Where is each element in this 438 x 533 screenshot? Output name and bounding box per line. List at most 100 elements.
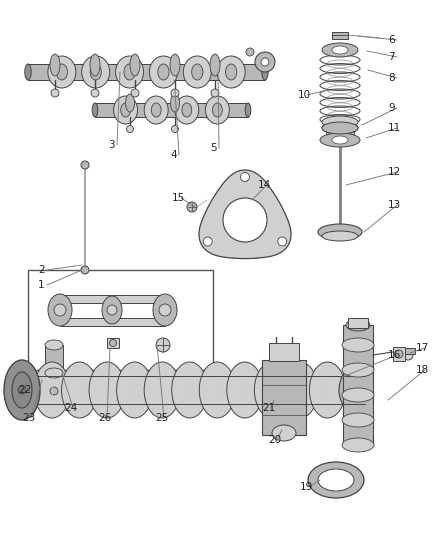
Ellipse shape — [144, 362, 180, 418]
Circle shape — [395, 350, 403, 358]
Ellipse shape — [318, 469, 354, 491]
Circle shape — [159, 304, 171, 316]
Ellipse shape — [62, 362, 98, 418]
Text: 6: 6 — [388, 35, 395, 45]
Ellipse shape — [144, 96, 168, 124]
Bar — [405, 348, 415, 354]
Ellipse shape — [272, 425, 296, 441]
Ellipse shape — [346, 319, 370, 331]
Polygon shape — [199, 170, 291, 259]
Ellipse shape — [34, 362, 70, 418]
Ellipse shape — [308, 462, 364, 498]
Ellipse shape — [48, 56, 76, 88]
Ellipse shape — [12, 372, 32, 408]
Bar — [393, 347, 405, 361]
Bar — [28, 270, 213, 370]
Ellipse shape — [318, 224, 362, 240]
Ellipse shape — [117, 362, 152, 418]
Bar — [348, 318, 368, 328]
Bar — [22, 376, 365, 404]
Bar — [45, 345, 63, 373]
Ellipse shape — [149, 56, 177, 88]
Ellipse shape — [124, 64, 135, 80]
Circle shape — [246, 48, 254, 56]
Ellipse shape — [182, 103, 192, 117]
Ellipse shape — [25, 64, 31, 80]
Text: 24: 24 — [64, 403, 77, 413]
Ellipse shape — [227, 362, 263, 418]
Ellipse shape — [170, 94, 180, 112]
Circle shape — [156, 338, 170, 352]
Text: 21: 21 — [262, 403, 275, 413]
Ellipse shape — [342, 413, 374, 427]
Ellipse shape — [116, 56, 144, 88]
Text: 14: 14 — [258, 180, 271, 190]
Text: 9: 9 — [388, 103, 395, 113]
Ellipse shape — [50, 54, 60, 76]
Circle shape — [81, 266, 89, 274]
Ellipse shape — [322, 231, 358, 241]
Circle shape — [240, 173, 250, 182]
Circle shape — [51, 89, 59, 97]
Ellipse shape — [282, 362, 318, 418]
Text: 17: 17 — [416, 343, 429, 353]
Circle shape — [110, 340, 117, 346]
Text: 16: 16 — [388, 350, 401, 360]
Ellipse shape — [339, 368, 371, 412]
Ellipse shape — [254, 362, 290, 418]
Text: 5: 5 — [210, 143, 217, 153]
Ellipse shape — [322, 122, 358, 134]
Ellipse shape — [226, 64, 237, 80]
Text: 4: 4 — [170, 150, 177, 160]
Circle shape — [223, 198, 267, 242]
Ellipse shape — [175, 96, 199, 124]
Ellipse shape — [342, 388, 374, 402]
Ellipse shape — [342, 363, 374, 377]
Ellipse shape — [56, 64, 67, 80]
Ellipse shape — [90, 64, 101, 80]
Ellipse shape — [121, 103, 131, 117]
Text: 7: 7 — [388, 52, 395, 62]
Ellipse shape — [320, 133, 360, 147]
Ellipse shape — [92, 103, 98, 117]
Bar — [60, 318, 165, 326]
Text: 1: 1 — [38, 280, 45, 290]
Circle shape — [211, 89, 219, 97]
Ellipse shape — [113, 96, 138, 124]
Ellipse shape — [199, 362, 235, 418]
Ellipse shape — [210, 54, 220, 76]
Circle shape — [172, 125, 179, 133]
Circle shape — [187, 202, 197, 212]
Ellipse shape — [89, 362, 125, 418]
Bar — [326, 122, 354, 134]
Circle shape — [255, 52, 275, 72]
Bar — [60, 295, 165, 303]
Ellipse shape — [158, 64, 169, 80]
Ellipse shape — [205, 96, 230, 124]
Circle shape — [278, 237, 287, 246]
Text: 23: 23 — [22, 413, 35, 423]
Ellipse shape — [183, 56, 211, 88]
Ellipse shape — [332, 136, 348, 144]
Ellipse shape — [322, 116, 358, 128]
Ellipse shape — [45, 340, 63, 350]
Ellipse shape — [90, 54, 100, 76]
Ellipse shape — [153, 294, 177, 326]
Bar — [107, 338, 119, 348]
Ellipse shape — [322, 122, 358, 134]
Ellipse shape — [45, 368, 63, 378]
Text: 26: 26 — [98, 413, 111, 423]
Text: 18: 18 — [416, 365, 429, 375]
Circle shape — [54, 304, 66, 316]
Text: 8: 8 — [388, 73, 395, 83]
Text: 10: 10 — [298, 90, 311, 100]
Circle shape — [107, 305, 117, 315]
Circle shape — [91, 89, 99, 97]
Bar — [95, 103, 248, 117]
Ellipse shape — [217, 56, 245, 88]
Circle shape — [203, 237, 212, 246]
Ellipse shape — [332, 46, 348, 54]
Bar — [343, 325, 373, 445]
Bar — [269, 343, 299, 361]
Ellipse shape — [126, 94, 134, 112]
